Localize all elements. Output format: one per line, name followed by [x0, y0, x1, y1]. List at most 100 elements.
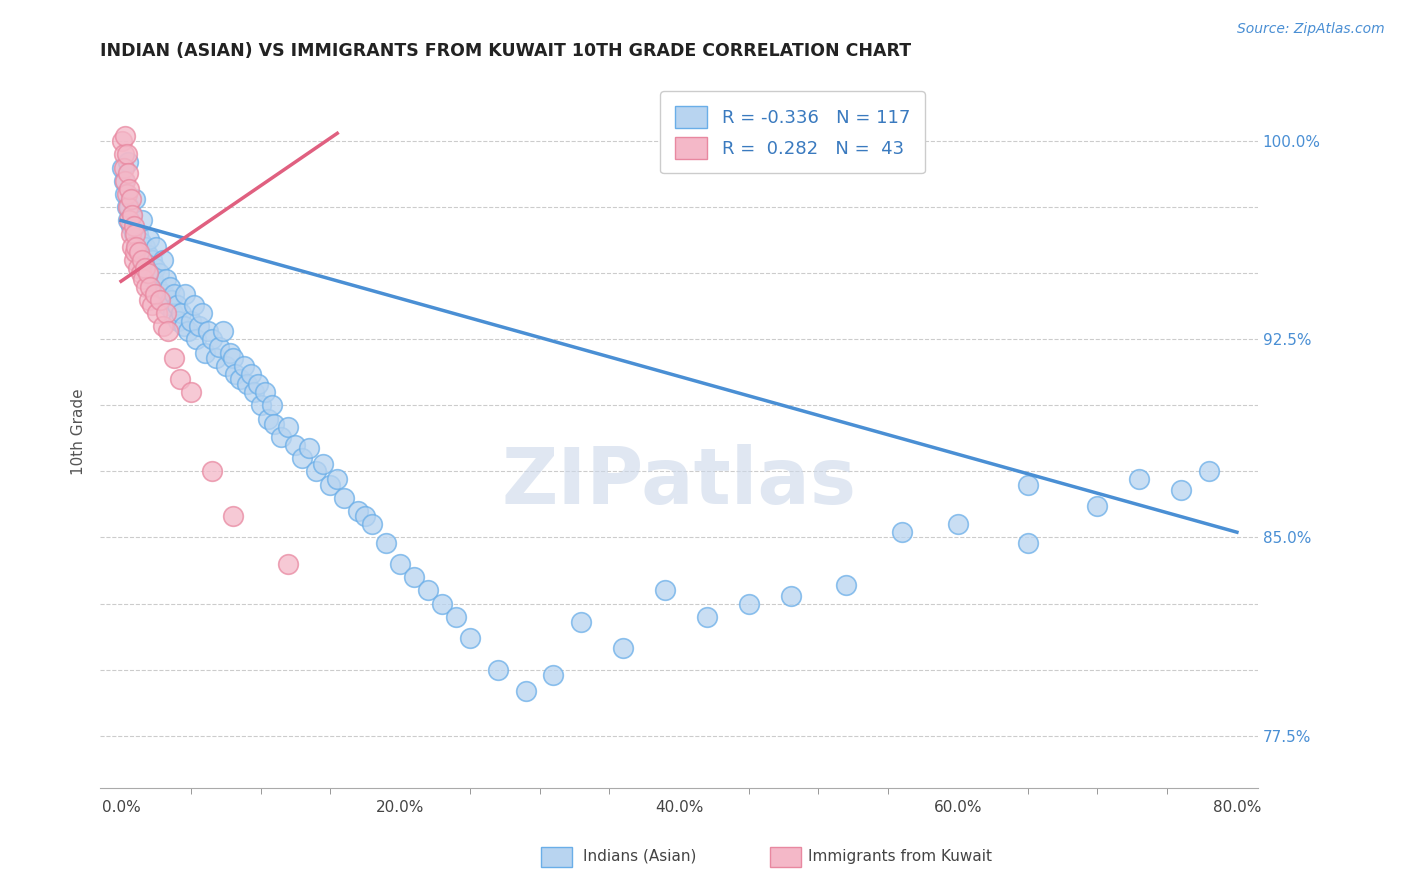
Point [232, 359, 254, 373]
Point [111, 134, 134, 148]
Point [543, 668, 565, 682]
Point [228, 372, 250, 386]
Point [139, 279, 162, 293]
Point [253, 385, 276, 400]
Point [135, 279, 157, 293]
Point [221, 509, 243, 524]
Point [125, 240, 148, 254]
Point [163, 287, 186, 301]
Point [118, 213, 141, 227]
Point [738, 597, 761, 611]
Point [117, 213, 139, 227]
Point [333, 491, 356, 505]
Point [347, 504, 370, 518]
Point [152, 319, 174, 334]
Point [1017, 477, 1039, 491]
Text: Source: ZipAtlas.com: Source: ZipAtlas.com [1237, 22, 1385, 37]
Point [215, 359, 238, 373]
Point [416, 583, 439, 598]
Point [170, 306, 193, 320]
Point [186, 332, 208, 346]
Point [180, 385, 202, 400]
Point [115, 200, 138, 214]
Point [696, 609, 718, 624]
Point [138, 293, 160, 307]
Point [118, 200, 141, 214]
Point [157, 325, 180, 339]
Point [208, 340, 231, 354]
Point [235, 377, 257, 392]
Point [149, 293, 172, 307]
Point [256, 411, 278, 425]
Point [111, 161, 134, 175]
Point [361, 517, 384, 532]
Point [148, 266, 170, 280]
Point [277, 419, 299, 434]
Point [122, 253, 145, 268]
Point [291, 451, 314, 466]
Point [156, 298, 179, 312]
Point [221, 351, 243, 365]
Point [654, 583, 676, 598]
Point [134, 240, 156, 254]
Point [891, 525, 914, 540]
Point [136, 248, 159, 262]
Point [127, 260, 149, 275]
Point [143, 287, 166, 301]
Point [354, 509, 377, 524]
Point [191, 306, 214, 320]
Point [167, 314, 190, 328]
Point [174, 287, 197, 301]
Point [122, 227, 145, 241]
Point [169, 372, 191, 386]
Point [612, 641, 634, 656]
Point [389, 557, 412, 571]
Point [114, 128, 136, 143]
Point [277, 557, 299, 571]
Point [115, 147, 138, 161]
Point [246, 377, 269, 392]
Point [129, 235, 152, 249]
Point [180, 314, 202, 328]
Point [305, 465, 328, 479]
Point [260, 398, 283, 412]
Point [115, 187, 138, 202]
Point [149, 293, 172, 307]
Point [779, 589, 801, 603]
Point [163, 351, 186, 365]
Point [1087, 499, 1109, 513]
Point [375, 535, 398, 549]
Point [120, 219, 142, 233]
Point [142, 271, 165, 285]
Point [117, 200, 139, 214]
Point [121, 240, 143, 254]
Point [173, 319, 195, 334]
Point [135, 260, 157, 275]
Point [131, 253, 153, 268]
Point [124, 245, 146, 260]
Point [1017, 535, 1039, 549]
Point [284, 438, 307, 452]
Point [114, 187, 136, 202]
Point [224, 367, 246, 381]
Point [201, 465, 224, 479]
Point [249, 398, 271, 412]
Point [242, 385, 264, 400]
Point [312, 457, 335, 471]
Point [129, 266, 152, 280]
Text: Indians (Asian): Indians (Asian) [583, 849, 697, 863]
Point [263, 417, 285, 431]
Text: ZIPatlas: ZIPatlas [502, 443, 856, 520]
Point [112, 147, 135, 161]
Legend: R = -0.336   N = 117, R =  0.282   N =  43: R = -0.336 N = 117, R = 0.282 N = 43 [661, 91, 925, 173]
Point [153, 287, 176, 301]
Point [121, 208, 143, 222]
Point [141, 253, 163, 268]
Point [117, 166, 139, 180]
Point [486, 663, 509, 677]
Point [128, 245, 150, 260]
Text: INDIAN (ASIAN) VS IMMIGRANTS FROM KUWAIT 10TH GRADE CORRELATION CHART: INDIAN (ASIAN) VS IMMIGRANTS FROM KUWAIT… [100, 42, 911, 60]
Point [319, 477, 342, 491]
Point [152, 253, 174, 268]
Point [155, 306, 177, 320]
